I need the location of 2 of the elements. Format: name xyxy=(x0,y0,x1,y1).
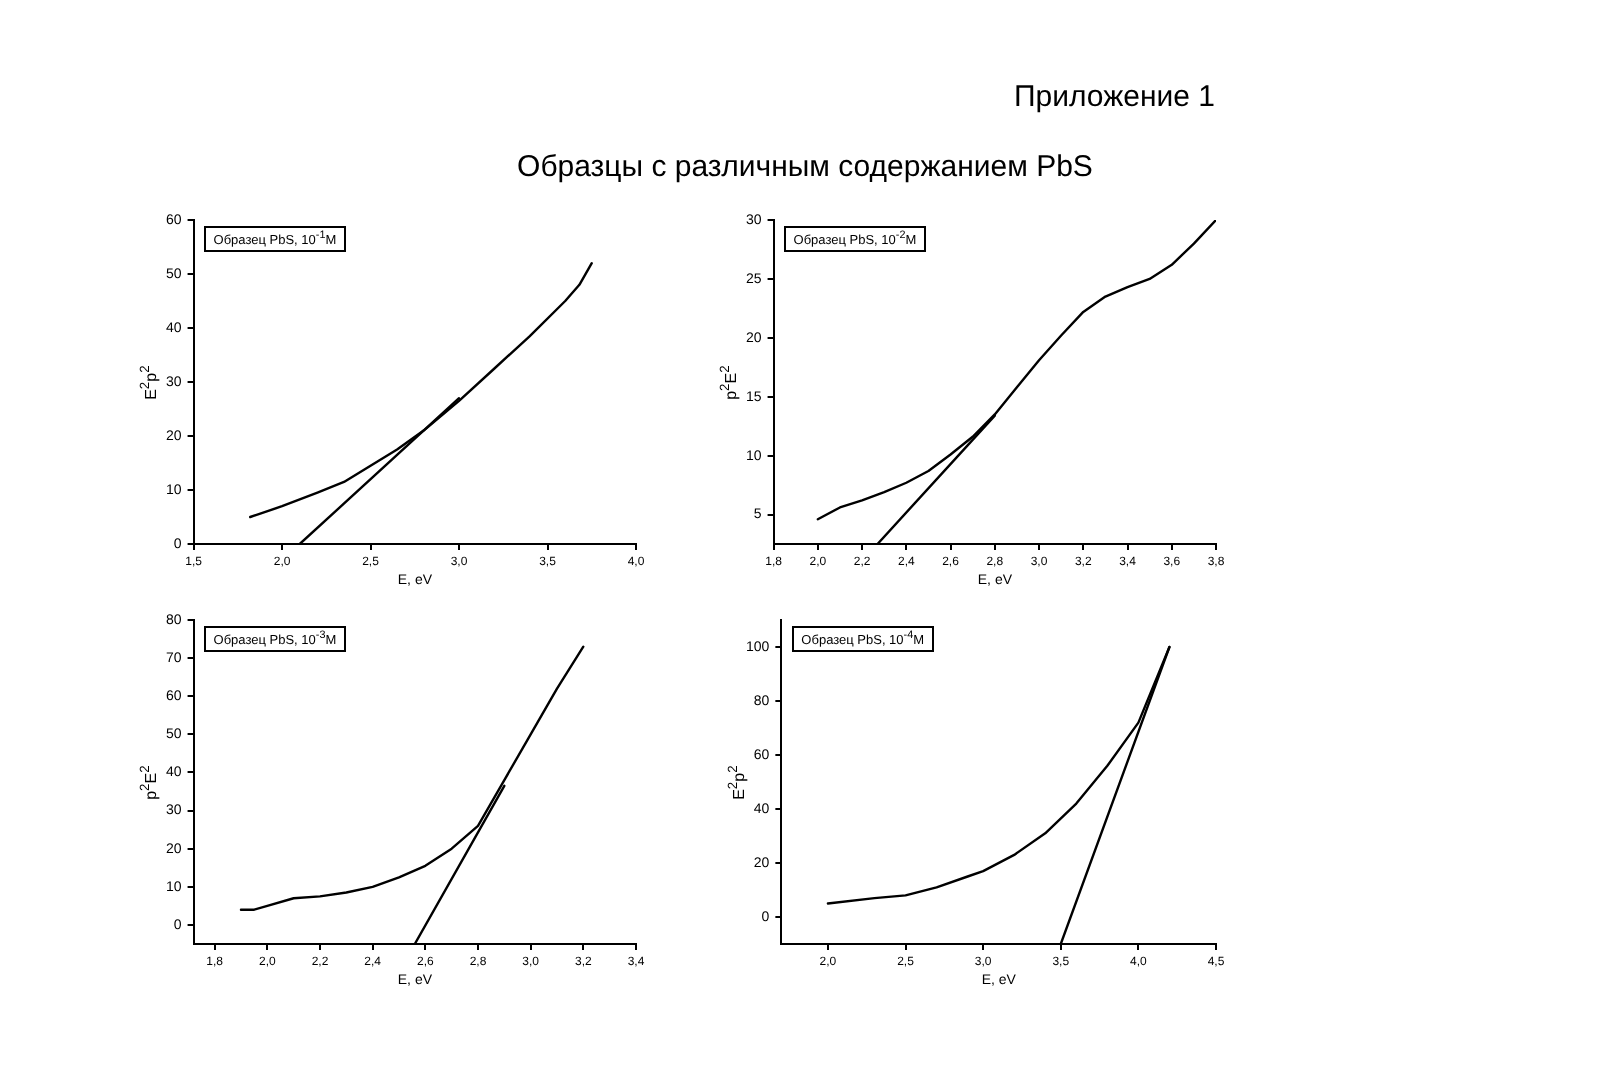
chart-subtitle: Приложение 1 xyxy=(1014,80,1215,114)
text: Образцы с различным содержанием PbS xyxy=(515,150,1095,184)
